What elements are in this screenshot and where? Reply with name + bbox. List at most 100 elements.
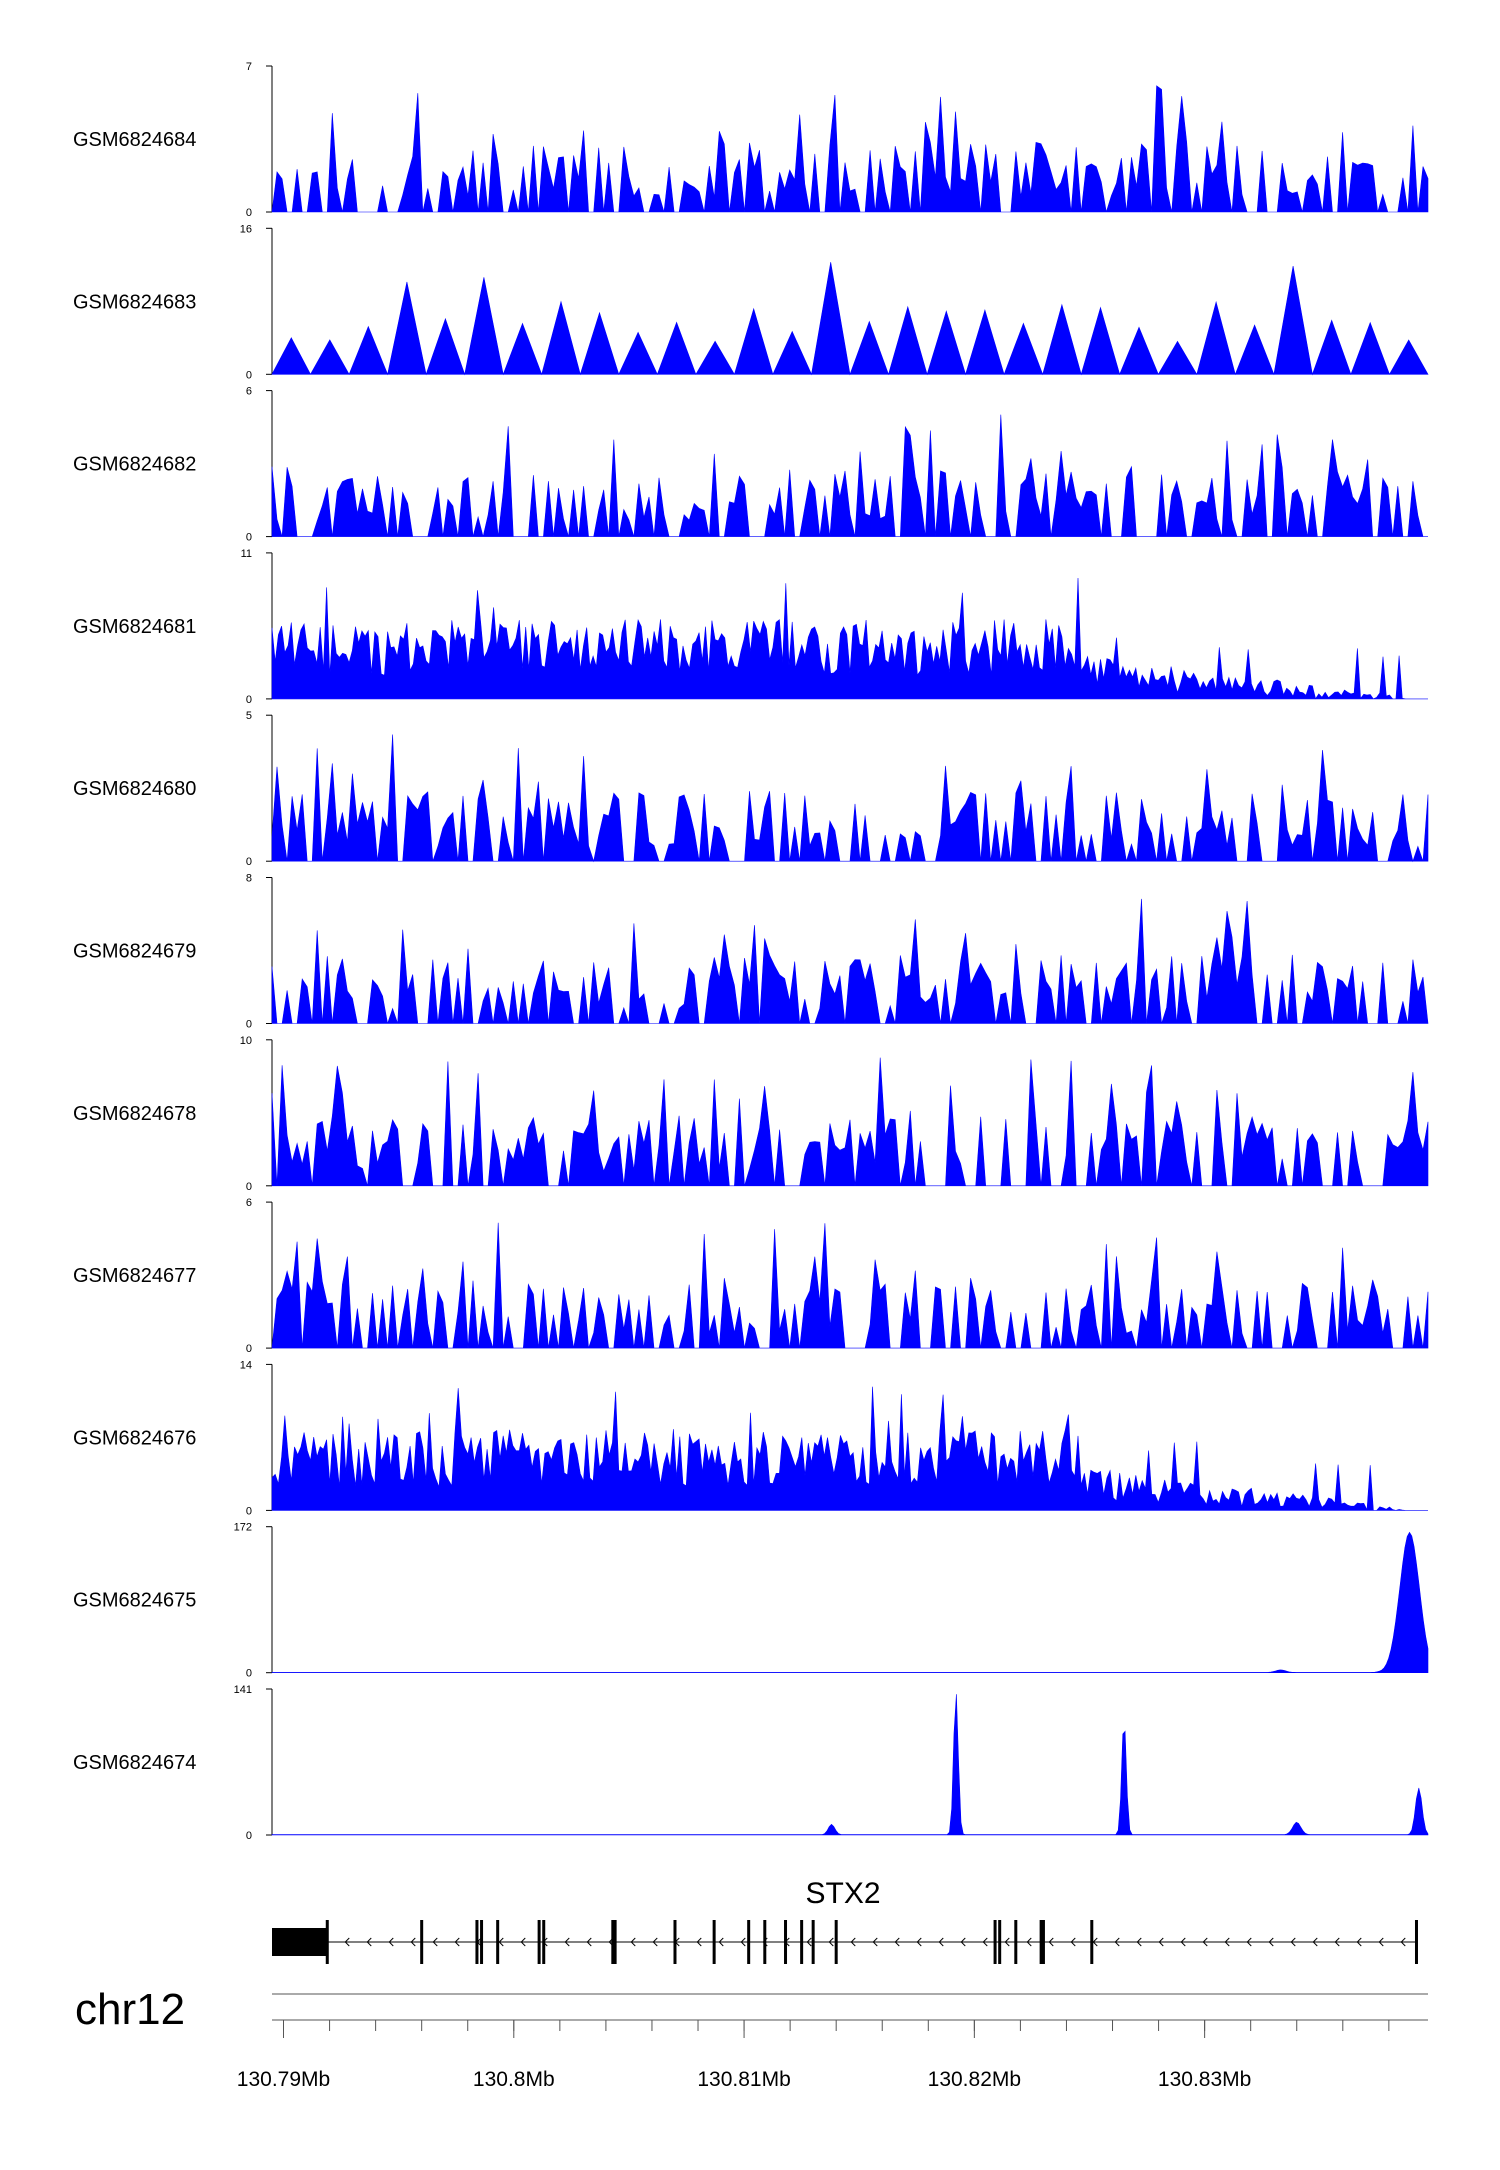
strand-arrow (608, 1937, 614, 1947)
track-GSM6824683: GSM6824683 16 0 (73, 223, 1429, 381)
exon-mark (834, 1920, 838, 1964)
strand-arrow (1290, 1937, 1296, 1947)
ymax-label: 14 (240, 1359, 252, 1371)
exon-mark (480, 1920, 484, 1964)
strand-arrow (828, 1937, 834, 1947)
ymin-label: 0 (246, 1343, 252, 1355)
track-label: GSM6824677 (73, 1265, 196, 1287)
track-GSM6824676: GSM6824676 14 0 (73, 1359, 1428, 1517)
strand-arrow (938, 1937, 944, 1947)
exon-mark (613, 1920, 617, 1964)
genomic-axis: chr12 130.79Mb 130.8Mb 130.81Mb 130.82Mb 130… (75, 1985, 1428, 2091)
strand-arrow (718, 1937, 724, 1947)
ymin-label: 0 (246, 1830, 252, 1842)
exon-mark (537, 1920, 541, 1964)
signal-area (271, 1222, 1429, 1349)
track-label: GSM6824674 (73, 1752, 196, 1774)
ymin-label: 0 (246, 369, 252, 381)
exon-mark (1414, 1920, 1418, 1964)
strand-arrow (894, 1937, 900, 1947)
ymin-label: 0 (246, 207, 252, 219)
exon-mark (1041, 1920, 1045, 1964)
signal-area (271, 1694, 1429, 1836)
ymax-label: 141 (234, 1684, 252, 1696)
track-GSM6824675: GSM6824675 172 0 (73, 1522, 1429, 1680)
chromosome-label: chr12 (75, 1985, 185, 2034)
exon-mark (998, 1920, 1002, 1964)
strand-arrow (1246, 1937, 1252, 1947)
track-GSM6824684: GSM6824684 7 0 (73, 61, 1429, 219)
exon-mark (611, 1920, 615, 1964)
strand-arrow (1092, 1937, 1098, 1947)
exon-mark (1014, 1920, 1018, 1964)
track-GSM6824680: GSM6824680 5 0 (73, 710, 1429, 868)
strand-arrow (740, 1937, 746, 1947)
ymin-label: 0 (246, 1505, 252, 1517)
strand-arrow (1070, 1937, 1076, 1947)
strand-arrow (1180, 1937, 1186, 1947)
strand-arrow (344, 1937, 350, 1947)
strand-arrow (982, 1937, 988, 1947)
strand-arrow (1136, 1937, 1142, 1947)
ymax-label: 5 (246, 710, 252, 722)
signal-area (271, 577, 1428, 700)
strand-arrow (1202, 1937, 1208, 1947)
strand-arrow (410, 1937, 416, 1947)
exon-mark (325, 1920, 329, 1964)
strand-arrow (784, 1937, 790, 1947)
strand-arrow (1026, 1937, 1032, 1947)
ymax-label: 6 (246, 386, 252, 398)
x-tick-label: 130.82Mb (928, 2068, 1021, 2091)
track-GSM6824677: GSM6824677 6 0 (73, 1197, 1429, 1355)
track-label: GSM6824679 (73, 941, 196, 963)
signal-area (271, 414, 1428, 537)
strand-arrow (1334, 1937, 1340, 1947)
strand-arrow (1224, 1937, 1230, 1947)
exon-mark (993, 1920, 997, 1964)
strand-arrow (586, 1937, 592, 1947)
strand-arrow (1268, 1937, 1274, 1947)
track-GSM6824681: GSM6824681 11 0 (73, 548, 1428, 706)
exon-mark (763, 1920, 767, 1964)
strand-arrow (476, 1937, 482, 1947)
strand-arrow (652, 1937, 658, 1947)
track-label: GSM6824681 (73, 616, 196, 638)
strand-arrow (762, 1937, 768, 1947)
signal-area (271, 734, 1429, 863)
track-label: GSM6824680 (73, 778, 196, 800)
ymax-label: 11 (241, 548, 252, 560)
ymax-label: 8 (246, 873, 252, 885)
track-label: GSM6824682 (73, 454, 196, 476)
strand-arrow (454, 1937, 460, 1947)
strand-arrow (366, 1937, 372, 1947)
strand-arrow (1048, 1937, 1054, 1947)
exon-mark (712, 1920, 716, 1964)
ymax-label: 172 (234, 1522, 252, 1534)
signal-area (271, 1531, 1429, 1673)
track-label: GSM6824675 (73, 1590, 196, 1612)
exon-mark (1090, 1920, 1094, 1964)
strand-arrow (1114, 1937, 1120, 1947)
strand-arrow (542, 1937, 548, 1947)
ymin-label: 0 (246, 1668, 252, 1680)
strand-arrow (960, 1937, 966, 1947)
strand-arrow (630, 1937, 636, 1947)
signal-area (271, 898, 1429, 1024)
strand-arrow (806, 1937, 812, 1947)
strand-arrow (1004, 1937, 1010, 1947)
signal-tracks: GSM682468470GSM6824683160GSM682468260GSM… (73, 61, 1429, 1842)
ymax-label: 10 (240, 1035, 252, 1047)
gene-label: STX2 (805, 1877, 880, 1910)
ymin-label: 0 (246, 1181, 252, 1193)
ymax-label: 16 (240, 223, 252, 235)
x-tick-label: 130.8Mb (473, 2068, 555, 2091)
strand-arrow (1400, 1937, 1406, 1947)
signal-area (271, 85, 1429, 213)
strand-arrow (696, 1937, 702, 1947)
strand-arrow (1356, 1937, 1362, 1947)
track-label: GSM6824684 (73, 129, 196, 151)
ymin-label: 0 (246, 694, 252, 706)
signal-area (271, 1057, 1429, 1187)
track-GSM6824679: GSM6824679 8 0 (73, 873, 1429, 1031)
